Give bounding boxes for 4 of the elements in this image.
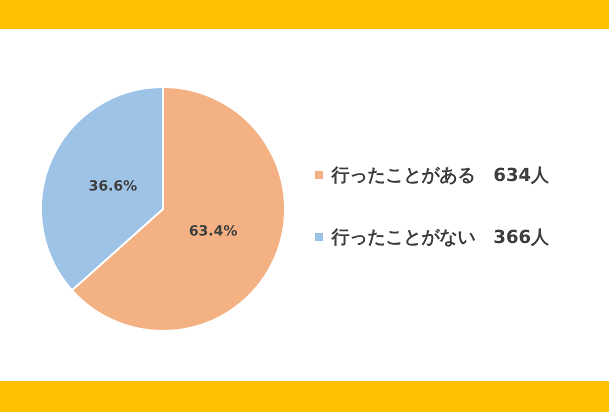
legend-label: 行ったことがある 634人	[331, 164, 549, 187]
data-label: 36.6%	[88, 178, 138, 195]
legend-label: 行ったことがない 366人	[331, 226, 549, 249]
data-label: 63.4%	[188, 223, 238, 240]
